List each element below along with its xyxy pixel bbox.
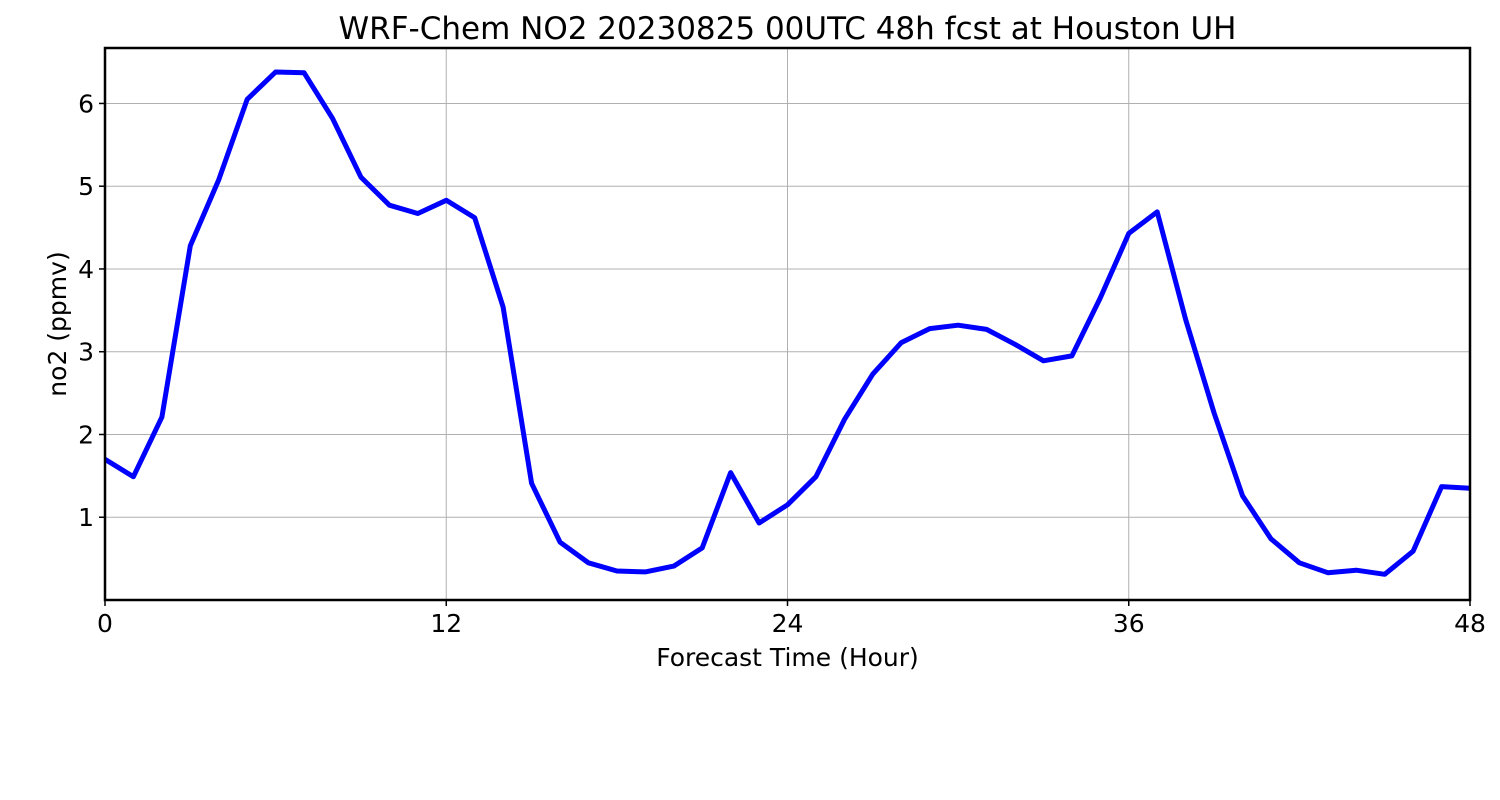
grid-lines bbox=[104, 48, 1471, 600]
no2-series-line bbox=[105, 69, 1470, 577]
x-tick-label: 48 bbox=[1454, 609, 1486, 638]
x-tick-label: 24 bbox=[772, 609, 804, 638]
y-tick-label: 4 bbox=[78, 255, 94, 284]
y-axis-label: no2 (ppmv) bbox=[43, 251, 72, 396]
x-axis-label: Forecast Time (Hour) bbox=[656, 643, 919, 672]
x-tick-label: 0 bbox=[97, 609, 113, 638]
chart-title: WRF-Chem NO2 20230825 00UTC 48h fcst at … bbox=[339, 11, 1237, 47]
x-tick-label: 36 bbox=[1113, 609, 1145, 638]
x-tick-label: 12 bbox=[430, 609, 462, 638]
y-tick-label: 5 bbox=[78, 172, 94, 201]
y-tick-label: 2 bbox=[78, 420, 94, 449]
y-tick-label: 3 bbox=[78, 338, 94, 367]
series-line-group bbox=[105, 69, 1470, 577]
y-tick-label: 6 bbox=[78, 89, 94, 118]
y-tick-label: 1 bbox=[78, 503, 94, 532]
